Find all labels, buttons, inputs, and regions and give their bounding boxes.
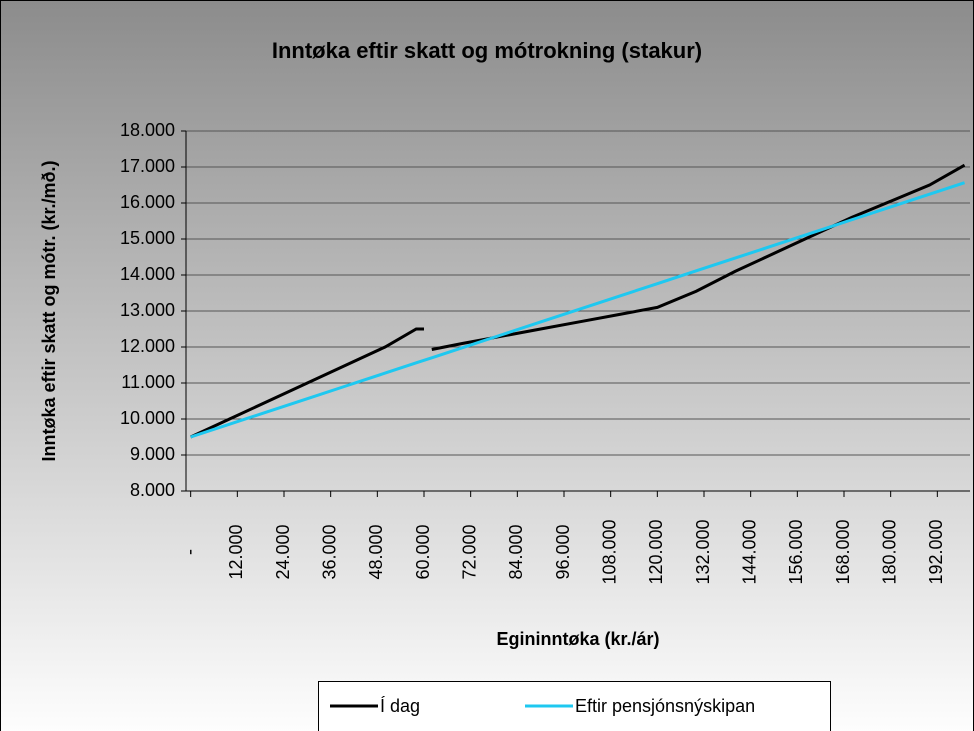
x-tick-label: 72.000 [459, 524, 479, 579]
y-tick-label: 18.000 [120, 120, 175, 140]
x-tick-label: 144.000 [739, 519, 759, 584]
y-tick-label: 13.000 [120, 300, 175, 320]
x-tick-label: 180.000 [879, 519, 899, 584]
y-tick-label: 9.000 [130, 444, 175, 464]
legend-label: Í dag [380, 696, 420, 716]
x-tick-label: 168.000 [833, 519, 853, 584]
x-axis-label: Egininntøka (kr./ár) [496, 629, 659, 649]
line-series [190, 163, 966, 439]
x-tick-label: 96.000 [553, 524, 573, 579]
x-tick-label: 108.000 [599, 519, 619, 584]
y-tick-label: 10.000 [120, 408, 175, 428]
x-tick-label: 36.000 [319, 524, 339, 579]
legend-label: Eftir pensjónsnýskipan [575, 696, 755, 716]
y-tick-label: 8.000 [130, 480, 175, 500]
y-axis-label: Inntøka eftir skatt og mótr. (kr./mð.) [39, 160, 59, 461]
y-tick-label: 12.000 [120, 336, 175, 356]
y-tick-label: 17.000 [120, 156, 175, 176]
x-tick-label: 48.000 [366, 524, 386, 579]
line-series [190, 181, 966, 439]
x-tick-label: 132.000 [693, 519, 713, 584]
x-tick-label: 120.000 [646, 519, 666, 584]
x-tick-label: 60.000 [413, 524, 433, 579]
x-tick-label: 192.000 [926, 519, 946, 584]
x-tick-label: 156.000 [786, 519, 806, 584]
y-tick-label: 16.000 [120, 192, 175, 212]
x-tick-label: 24.000 [273, 524, 293, 579]
y-tick-label: 15.000 [120, 228, 175, 248]
chart-title: Inntøka eftir skatt og mótrokning (staku… [272, 38, 702, 63]
legend [318, 681, 831, 731]
x-tick-label: - [179, 549, 199, 555]
x-tick-label: 12.000 [226, 524, 246, 579]
y-tick-label: 11.000 [121, 372, 175, 392]
y-tick-label: 14.000 [120, 264, 175, 284]
x-tick-label: 84.000 [506, 524, 526, 579]
